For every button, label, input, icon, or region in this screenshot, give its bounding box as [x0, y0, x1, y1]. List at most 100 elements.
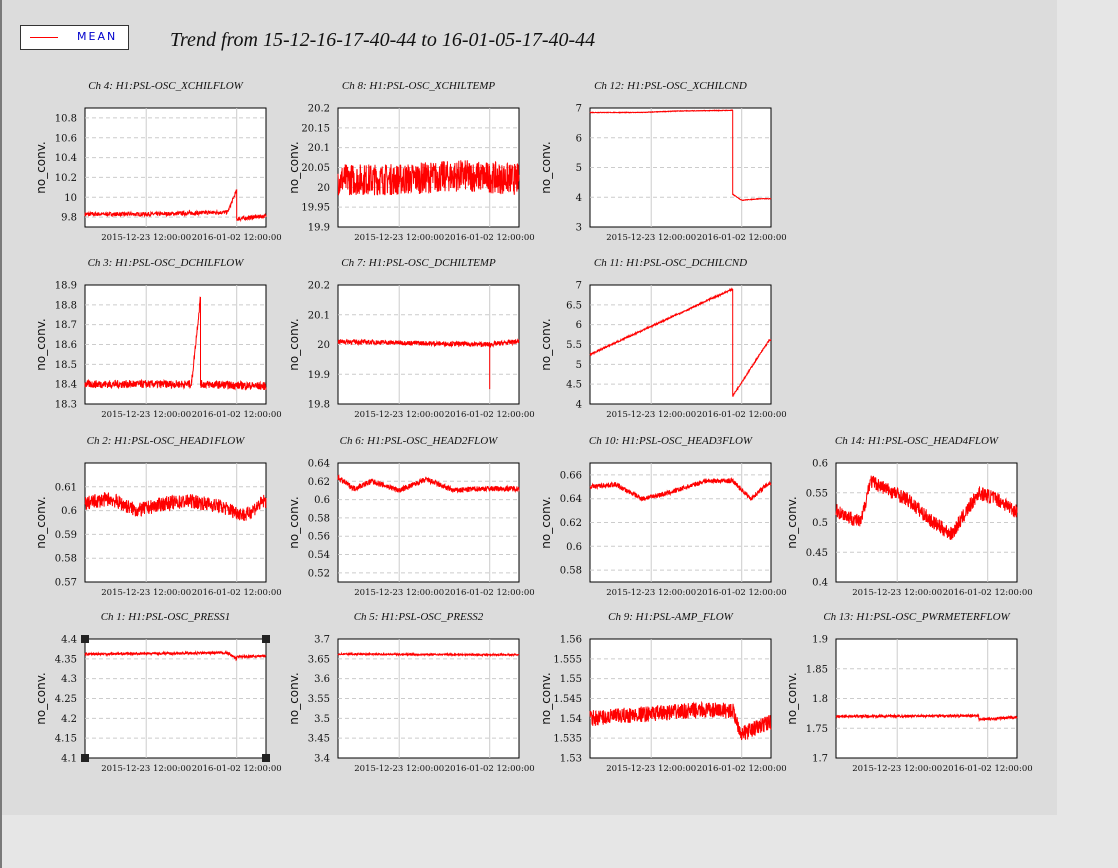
y-tick-label: 20.15 [301, 123, 330, 134]
y-tick-label: 6 [576, 133, 582, 144]
chart-title: Ch 9: H1:PSL-AMP_FLOW [608, 611, 733, 623]
chart-title: Ch 10: H1:PSL-OSC_HEAD3FLOW [589, 435, 753, 447]
x-tick-label: 2016-01-02 12:00:00 [192, 588, 282, 598]
y-tick-label: 1.75 [806, 724, 828, 735]
x-tick-label: 2015-12-23 12:00:00 [606, 233, 696, 243]
y-tick-label: 20.2 [308, 104, 330, 115]
x-tick-label: 2016-01-02 12:00:00 [697, 764, 787, 774]
selection-handle[interactable] [262, 754, 270, 762]
legend-swatch-mean [30, 37, 58, 38]
x-tick-label: 2015-12-23 12:00:00 [606, 410, 696, 420]
x-tick-label: 2016-01-02 12:00:00 [192, 233, 282, 243]
series-line-mean [84, 492, 267, 522]
chart-title: Ch 14: H1:PSL-OSC_HEAD4FLOW [835, 435, 999, 447]
chart-10: Ch 14: H1:PSL-OSC_HEAD4FLOW 0.4 0.45 0.5 0.5… [785, 435, 1033, 598]
selection-handle[interactable] [81, 754, 89, 762]
y-tick-label: 3.45 [308, 734, 330, 745]
series-line-mean [337, 474, 520, 494]
x-tick-label: 2015-12-23 12:00:00 [354, 588, 444, 598]
y-tick-label: 1.555 [553, 654, 582, 665]
y-tick-label: 4.3 [61, 674, 77, 685]
chart-title: Ch 8: H1:PSL-OSC_XCHILTEMP [342, 80, 495, 92]
y-tick-label: 4 [576, 193, 582, 204]
y-tick-label: 3.65 [308, 654, 330, 665]
y-tick-label: 4.15 [55, 734, 77, 745]
selection-handle[interactable] [81, 635, 89, 643]
y-tick-label: 1.56 [560, 635, 582, 646]
y-tick-label: 1.55 [560, 674, 582, 685]
y-tick-label: 0.64 [560, 494, 582, 505]
y-tick-label: 3.4 [314, 754, 330, 765]
y-tick-label: 1.53 [560, 754, 582, 765]
y-axis-label: no_conv. [539, 672, 553, 724]
y-axis-label: no_conv. [34, 496, 48, 548]
legend[interactable]: MEAN [20, 25, 129, 50]
y-tick-label: 4.25 [55, 694, 77, 705]
y-tick-label: 20.05 [301, 163, 330, 174]
selection-handle[interactable] [262, 635, 270, 643]
y-axis-label: no_conv. [287, 141, 301, 193]
y-tick-label: 20.2 [308, 281, 330, 292]
x-tick-label: 2016-01-02 12:00:00 [445, 410, 535, 420]
x-tick-label: 2016-01-02 12:00:00 [192, 410, 282, 420]
plot-area[interactable] [84, 107, 267, 228]
y-axis-label: no_conv. [287, 672, 301, 724]
x-tick-label: 2015-12-23 12:00:00 [101, 410, 191, 420]
chart-6: Ch 11: H1:PSL-OSC_DCHILCND 4 4.5 5 5.5 6 6.5 7 2… [539, 257, 787, 420]
y-tick-label: 3 [576, 223, 582, 234]
chart-8: Ch 6: H1:PSL-OSC_HEAD2FLOW 0.52 0.54 0.56 0.… [287, 435, 535, 598]
y-tick-label: 0.4 [812, 578, 828, 589]
y-axis-label: no_conv. [34, 141, 48, 193]
plot-area[interactable] [589, 284, 772, 405]
plot-area[interactable] [337, 638, 520, 759]
x-tick-label: 2016-01-02 12:00:00 [445, 233, 535, 243]
x-tick-label: 2016-01-02 12:00:00 [943, 588, 1033, 598]
y-tick-label: 1.7 [812, 754, 828, 765]
y-tick-label: 10.8 [55, 113, 77, 124]
y-tick-label: 18.4 [55, 380, 77, 391]
y-tick-label: 9.8 [61, 213, 77, 224]
chart-7: Ch 2: H1:PSL-OSC_HEAD1FLOW 0.57 0.58 0.59 0.… [34, 435, 282, 598]
series-line-mean [835, 475, 1018, 540]
x-tick-label: 2015-12-23 12:00:00 [852, 588, 942, 598]
legend-label-mean: MEAN [77, 30, 118, 43]
y-tick-label: 10 [64, 193, 77, 204]
chart-11: Ch 1: H1:PSL-OSC_PRESS1 4.1 4.15 4.2 4.25 4.3… [34, 611, 282, 774]
y-tick-label: 20.1 [308, 310, 330, 321]
y-tick-label: 6 [576, 320, 582, 331]
y-tick-label: 10.6 [55, 133, 77, 144]
series-line-mean [589, 476, 772, 502]
series-line-mean [337, 160, 520, 196]
y-tick-label: 1.9 [812, 635, 828, 646]
plot-area[interactable] [589, 462, 772, 583]
plot-area[interactable] [835, 462, 1018, 583]
y-tick-label: 4.5 [566, 380, 582, 391]
chart-13: Ch 9: H1:PSL-AMP_FLOW 1.53 1.535 1.54 1.545 1… [539, 611, 787, 774]
chart-title: Ch 11: H1:PSL-OSC_DCHILCND [594, 257, 747, 269]
y-tick-label: 0.52 [308, 568, 330, 579]
y-tick-label: 0.6 [314, 495, 330, 506]
chart-title: Ch 12: H1:PSL-OSC_XCHILCND [594, 80, 747, 92]
series-line-mean [589, 700, 772, 741]
y-tick-label: 5.5 [566, 340, 582, 351]
plot-area[interactable] [589, 107, 772, 228]
plot-area[interactable] [835, 638, 1018, 759]
chart-title: Ch 5: H1:PSL-OSC_PRESS2 [354, 611, 484, 623]
y-tick-label: 0.62 [560, 518, 582, 529]
y-tick-label: 0.55 [806, 488, 828, 499]
chart-title: Ch 7: H1:PSL-OSC_DCHILTEMP [341, 257, 496, 269]
y-tick-label: 1.535 [553, 734, 582, 745]
chart-title: Ch 6: H1:PSL-OSC_HEAD2FLOW [340, 435, 498, 447]
plot-area[interactable] [589, 638, 772, 759]
y-tick-label: 10.2 [55, 173, 77, 184]
y-tick-label: 0.6 [812, 459, 828, 470]
series-line-mean [84, 296, 267, 391]
y-tick-label: 10.4 [55, 153, 77, 164]
y-tick-label: 1.545 [553, 694, 582, 705]
y-tick-label: 19.95 [301, 203, 330, 214]
plot-area[interactable] [84, 462, 267, 583]
series-line-mean [84, 649, 267, 662]
y-axis-label: no_conv. [785, 496, 799, 548]
